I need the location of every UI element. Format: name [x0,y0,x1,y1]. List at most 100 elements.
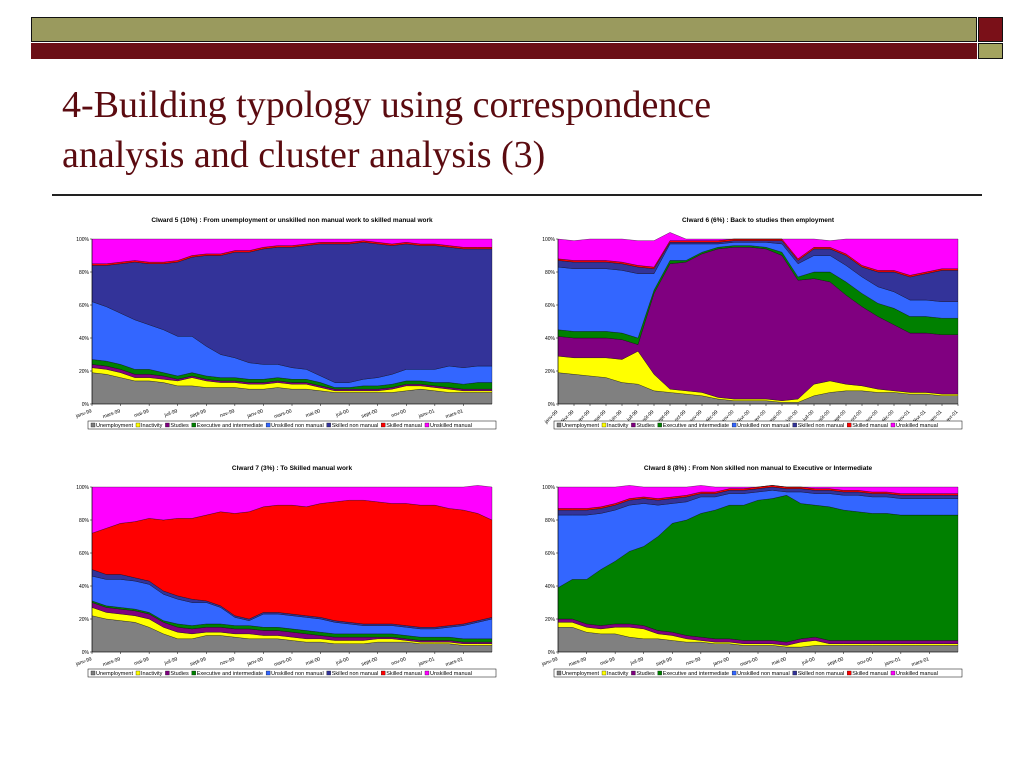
chart-clward-8-svg: Clward 8 (8%) : From Non skilled non man… [540,465,963,678]
legend-swatch [424,670,430,676]
y-tick-label: 0% [82,402,90,408]
legend-label: Skilled manual [852,423,888,429]
x-tick-label: mai-00 [305,408,322,419]
legend-swatch [631,422,636,428]
slide-title-line-2: analysis and cluster analysis (3) [62,134,546,176]
x-tick-label: nov-00 [391,408,408,419]
y-tick-label: 60% [545,551,556,557]
x-tick-label: juil-99 [629,656,645,667]
x-tick-label: sept-00 [361,656,379,667]
y-tick-label: 80% [545,518,556,524]
y-tick-label: 80% [79,270,90,276]
legend-swatch [847,670,852,676]
legend-label: Skilled non manual [798,671,844,677]
legend-label: Unemployment [96,671,133,677]
y-tick-label: 60% [79,303,90,309]
legend-swatch [265,422,271,428]
legend-swatch [556,422,562,428]
legend-swatch [601,422,607,428]
legend-swatch [381,670,386,676]
y-tick-label: 80% [79,518,90,524]
x-tick-label: sept-99 [189,656,207,667]
legend-label: Unskilled non manual [737,423,790,429]
x-tick-label: mars-01 [445,408,464,420]
legend-swatch [792,670,797,676]
chart-title: Clward 5 (10%) : From unemployment or un… [151,217,433,224]
legend-label: Skilled manual [386,671,422,677]
legend-label: Executive and intermediate [663,423,729,429]
legend-swatch [657,670,662,676]
x-tick-label: janv-01 [417,656,436,668]
chart-clward-7-svg: Clward 7 (3%) : To Skilled manual work 0%… [74,465,497,678]
legend-label: Skilled manual [852,671,888,677]
legend-label: Executive and intermediate [663,671,729,677]
y-tick-label: 0% [82,650,90,656]
y-tick-label: 40% [545,336,556,342]
legend-swatch [657,422,662,428]
legend-label: Unskilled manual [896,671,938,677]
x-tick-label: sept-99 [655,656,673,667]
x-tick-label: janv-99 [74,408,93,420]
legend-label: Studies [636,671,655,677]
legend-label: Unskilled non manual [271,423,324,429]
y-tick-label: 20% [79,369,90,375]
x-tick-label: janv-00 [712,656,731,668]
x-tick-label: juil-00 [334,408,350,419]
x-tick-label: mai-99 [599,656,616,667]
legend-swatch [165,422,170,428]
y-tick-label: 60% [545,303,556,309]
x-tick-label: janv-99 [540,656,559,668]
x-tick-label: mai-00 [305,656,322,667]
legend-label: Inactivity [141,671,163,677]
legend-label: Studies [170,671,189,677]
x-tick-label: nov-00 [857,656,874,667]
x-tick-label: janv-99 [74,656,93,668]
y-tick-label: 40% [79,584,90,590]
legend-swatch [631,670,636,676]
x-tick-label: janv-00 [246,656,265,668]
legend-swatch [424,422,430,428]
legend-label: Skilled manual [386,423,422,429]
legend-label: Inactivity [141,423,163,429]
x-tick-label: janv-01 [417,408,436,420]
y-tick-label: 60% [79,551,90,557]
legend-swatch [792,422,797,428]
legend-swatch [165,670,170,676]
y-tick-label: 0% [548,402,556,408]
legend-swatch [890,422,896,428]
legend-label: Skilled non manual [798,423,844,429]
legend-label: Unskilled non manual [271,671,324,677]
chart-clward-6-svg: Clward 6 (6%) : Back to studies then emp… [542,217,963,430]
y-tick-label: 40% [545,584,556,590]
legend-label: Inactivity [607,671,629,677]
chart-clward-5: Clward 5 (10%) : From unemployment or un… [58,214,498,434]
x-tick-label: juil-00 [334,656,350,667]
x-tick-label: mai-99 [133,656,150,667]
x-tick-label: mars-01 [445,656,464,668]
chart-clward-8: Clward 8 (8%) : From Non skilled non man… [524,462,964,682]
area-series-unskilled-manual [557,485,959,509]
y-tick-label: 100% [76,485,89,491]
legend-label: Unemployment [96,423,133,429]
x-tick-label: nov-99 [219,408,236,419]
legend-label: Skilled non manual [332,423,378,429]
chart-clward-5-svg: Clward 5 (10%) : From unemployment or un… [74,217,497,430]
legend-swatch [191,422,196,428]
chart-title: Clward 6 (6%) : Back to studies then emp… [682,217,835,224]
y-tick-label: 20% [79,617,90,623]
y-tick-label: 40% [79,336,90,342]
y-tick-label: 20% [545,369,556,375]
y-tick-label: 0% [548,650,556,656]
x-tick-label: mars-99 [568,656,587,668]
legend-swatch [326,422,331,428]
legend-box [553,668,963,678]
x-tick-label: mars-00 [273,408,292,420]
legend-label: Studies [170,423,189,429]
x-tick-label: mars-00 [273,656,292,668]
legend-label: Inactivity [607,423,629,429]
chart-clward-7: Clward 7 (3%) : To Skilled manual work 0%… [58,462,498,682]
legend-swatch [90,422,96,428]
legend: Unemployment Inactivity Studies Executive a… [556,670,938,677]
x-tick-label: mai-00 [771,656,788,667]
legend-label: Unemployment [562,423,599,429]
